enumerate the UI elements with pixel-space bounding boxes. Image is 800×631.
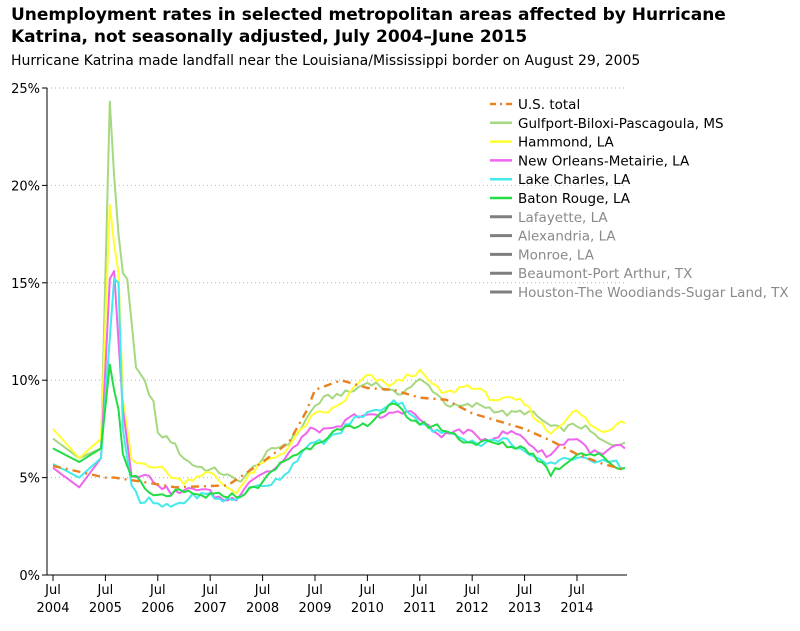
series-line-gulfport-biloxi-pascagoula-ms — [52, 100, 626, 483]
legend-label: Baton Rouge, LA — [518, 191, 631, 207]
legend-label: Gulfport-Biloxi-Pascagoula, MS — [518, 116, 724, 132]
legend-label: Hammond, LA — [518, 135, 615, 151]
series-line-new-orleans-metairie-la — [52, 270, 626, 502]
legend-item[interactable]: New Orleans-Metairie, LA — [490, 153, 690, 169]
x-tick-label-month: Jul — [463, 583, 480, 598]
legend-label: Lake Charles, LA — [518, 172, 631, 188]
y-tick-label: 10% — [11, 374, 40, 389]
legend-item[interactable]: Monroe, LA — [490, 247, 595, 263]
x-tick-label-year: 2007 — [194, 601, 227, 616]
legend-item[interactable]: Gulfport-Biloxi-Pascagoula, MS — [490, 116, 724, 132]
x-tick-label-year: 2010 — [351, 601, 384, 616]
y-tick-label: 0% — [19, 569, 40, 584]
x-tick-label-year: 2014 — [560, 601, 593, 616]
x-tick-label-month: Jul — [201, 583, 218, 598]
legend[interactable]: U.S. total Gulfport-Biloxi-Pascagoula, MS… — [490, 97, 789, 301]
legend-item[interactable]: Hammond, LA — [490, 135, 615, 151]
x-tick-label-year: 2012 — [456, 601, 489, 616]
series-line-hammond-la — [52, 203, 626, 495]
legend-label: Lafayette, LA — [518, 210, 608, 226]
series-lines — [52, 100, 626, 508]
legend-item[interactable]: Beaumont-Port Arthur, TX — [490, 266, 692, 282]
legend-item[interactable]: Baton Rouge, LA — [490, 191, 631, 207]
y-tick-label: 20% — [11, 179, 40, 194]
series-line-lake-charles-la — [52, 277, 626, 508]
x-tick-label-month: Jul — [254, 583, 271, 598]
x-tick-label-month: Jul — [516, 583, 533, 598]
legend-label: Alexandria, LA — [518, 229, 616, 245]
y-tick-label: 5% — [19, 472, 40, 487]
legend-item[interactable]: Lake Charles, LA — [490, 172, 631, 188]
legend-item[interactable]: Houston-The Woodiands-Sugar Land, TX — [490, 285, 789, 301]
legend-item[interactable]: Lafayette, LA — [490, 210, 608, 226]
x-tick-label-year: 2009 — [298, 601, 331, 616]
legend-item[interactable]: Alexandria, LA — [490, 229, 616, 245]
x-tick-label-year: 2005 — [89, 601, 122, 616]
y-tick-label: 25% — [11, 82, 40, 97]
x-tick-label-month: Jul — [306, 583, 323, 598]
x-tick-label-month: Jul — [359, 583, 376, 598]
x-tick-label-year: 2006 — [141, 601, 174, 616]
series-line-baton-rouge-la — [52, 363, 626, 499]
y-tick-label: 15% — [11, 277, 40, 292]
x-tick-label-year: 2011 — [403, 601, 436, 616]
axes: 0% 5% 10% 15% 20% 25% Jul 2004 Jul 2005 Jul 2006 Jul… — [11, 82, 627, 616]
chart-title: Unemployment rates in selected metropoli… — [11, 5, 726, 47]
x-tick-label-month: Jul — [44, 583, 61, 598]
legend-label: Houston-The Woodiands-Sugar Land, TX — [518, 285, 789, 301]
x-tick-label-year: 2008 — [246, 601, 279, 616]
x-tick-label-month: Jul — [568, 583, 585, 598]
legend-item[interactable]: U.S. total — [490, 97, 580, 113]
series-line-u-s-total — [52, 379, 626, 489]
legend-label: Beaumont-Port Arthur, TX — [518, 266, 692, 282]
chart-subtitle: Hurricane Katrina made landfall near the… — [11, 53, 641, 69]
legend-label: New Orleans-Metairie, LA — [518, 153, 690, 169]
legend-label: Monroe, LA — [518, 247, 595, 263]
x-tick-label-year: 2013 — [508, 601, 541, 616]
x-tick-label-month: Jul — [149, 583, 166, 598]
x-tick-label-month: Jul — [411, 583, 428, 598]
x-tick-label-year: 2004 — [36, 601, 69, 616]
legend-label: U.S. total — [518, 97, 580, 113]
x-tick-label-month: Jul — [97, 583, 114, 598]
